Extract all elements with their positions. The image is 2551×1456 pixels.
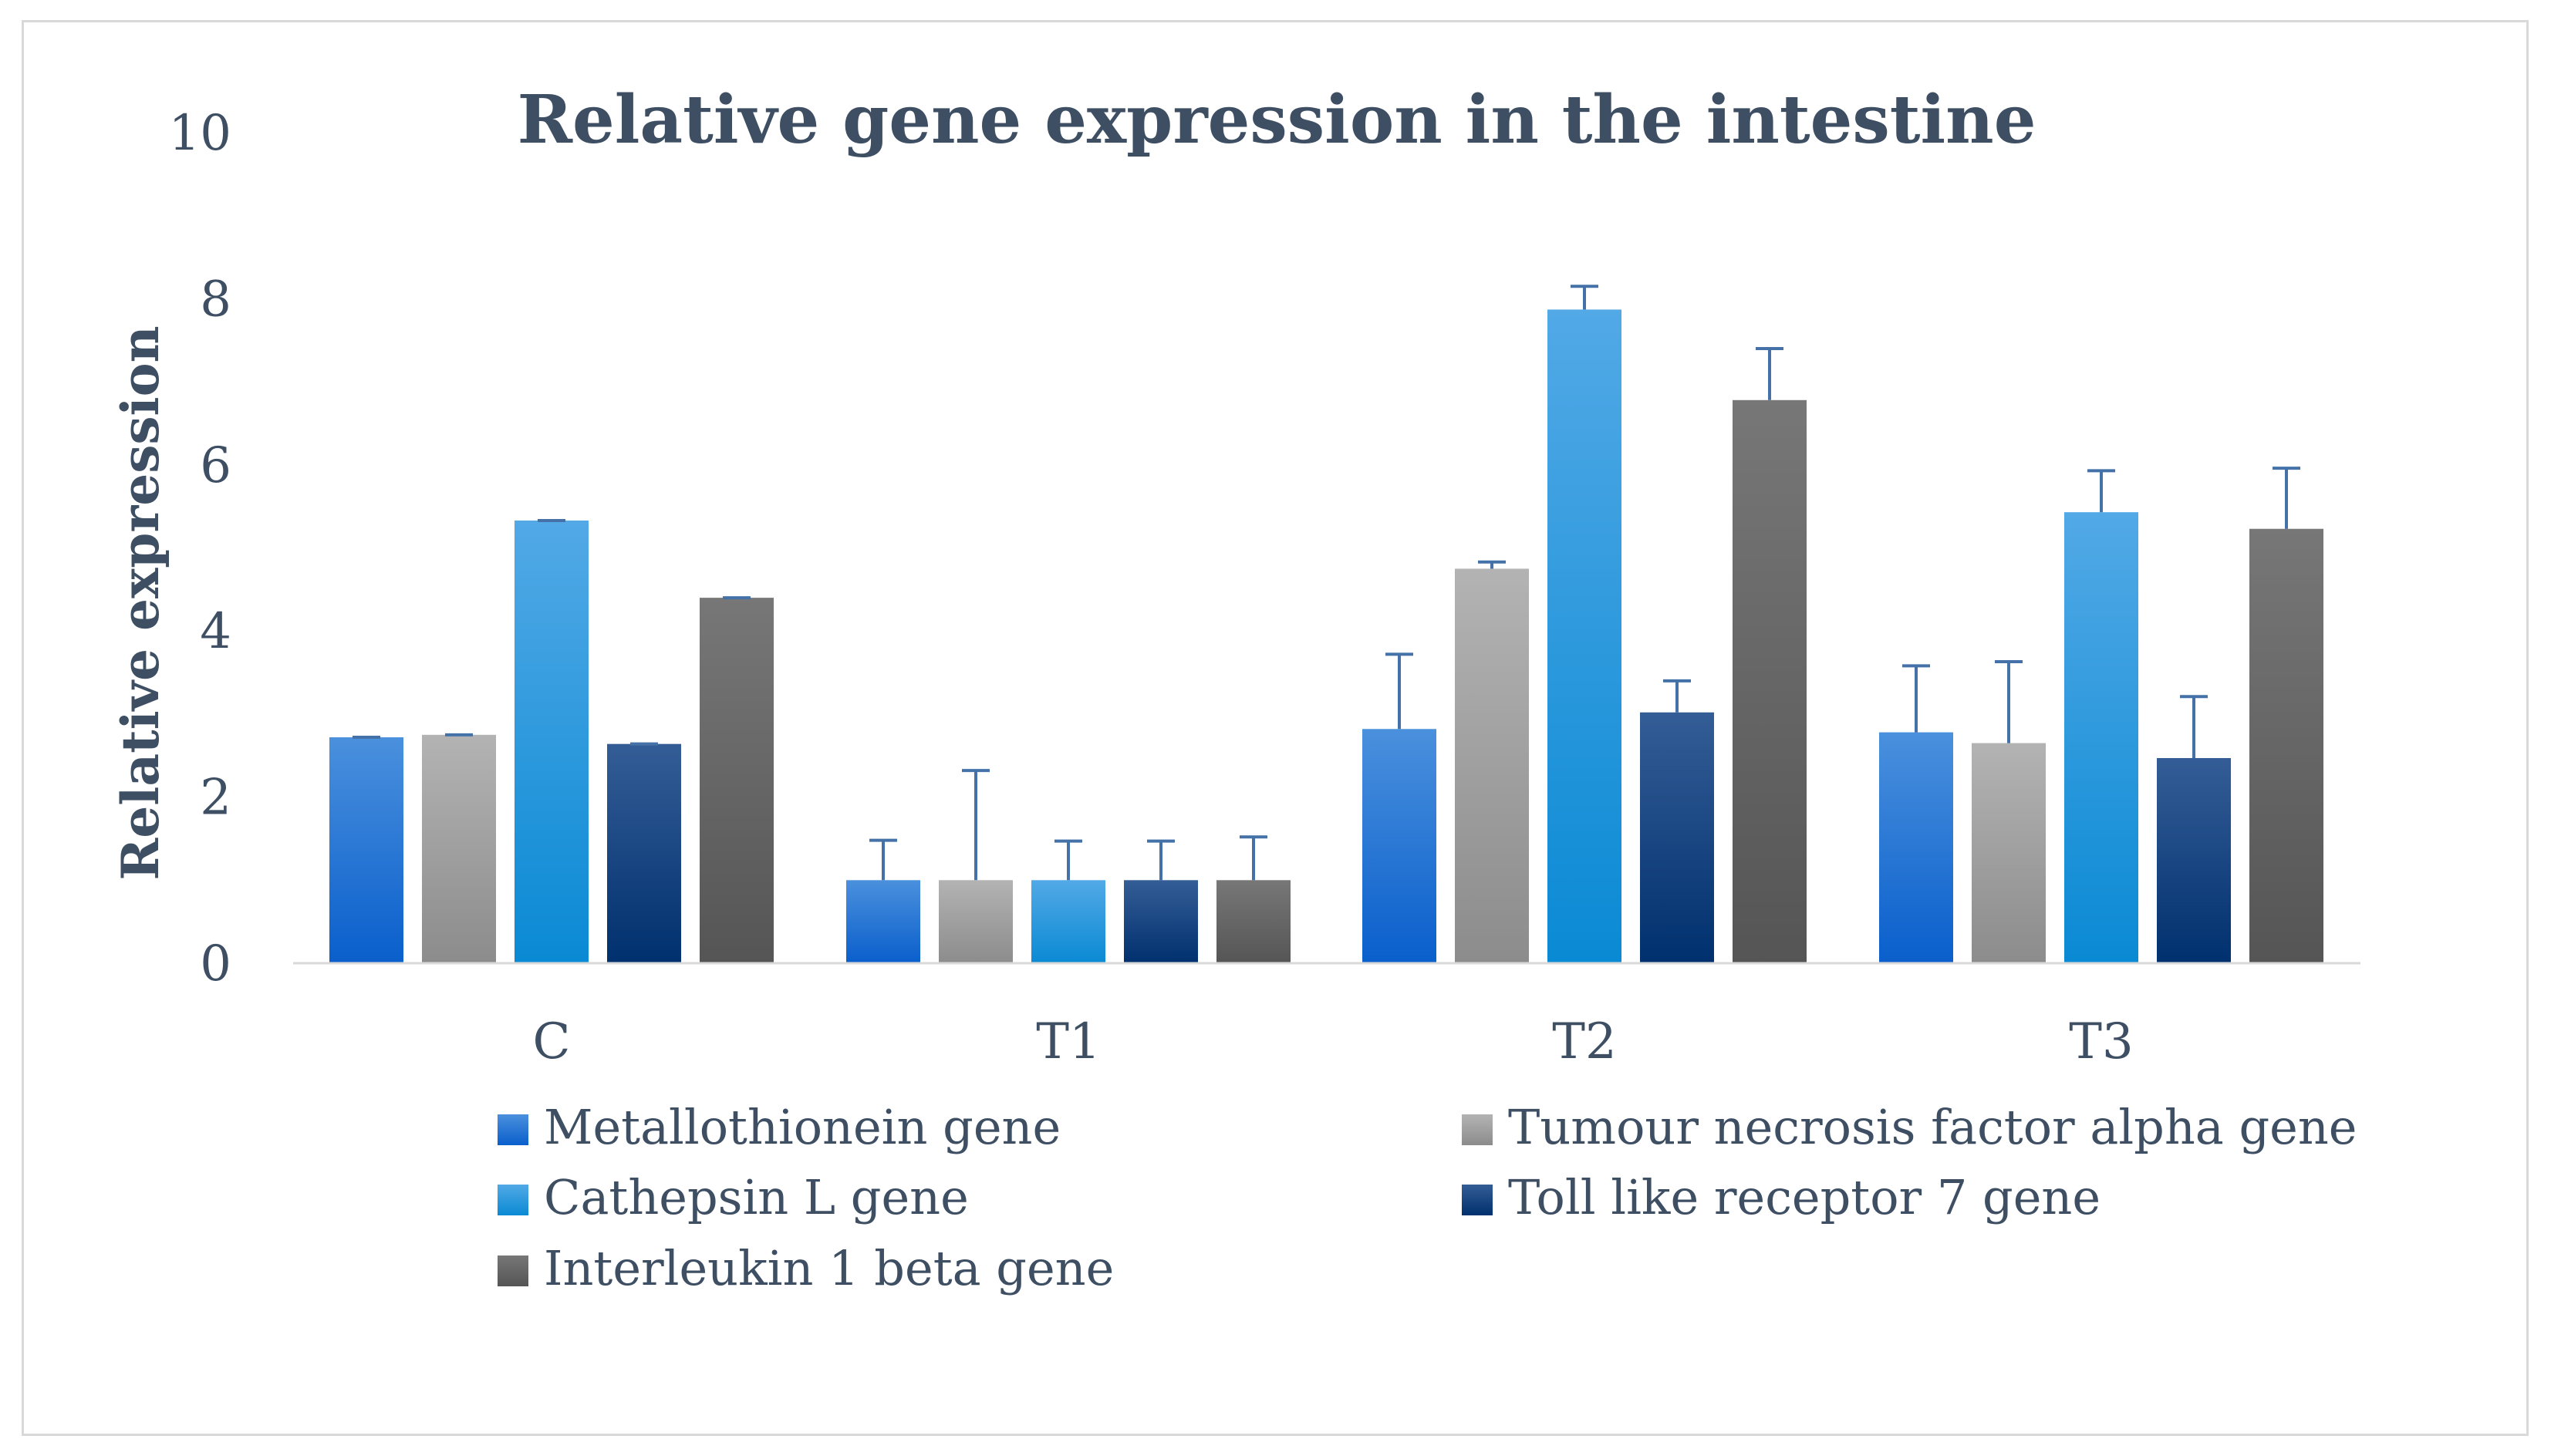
chart-title: Relative gene expression in the intestin… [518, 81, 2036, 159]
bar [1455, 568, 1529, 963]
bar [2064, 512, 2138, 963]
x-axis: C T1 T2 T3 [533, 1013, 2134, 1070]
legend-label: Toll like receptor 7 gene [1508, 1169, 2101, 1225]
legend-label: Interleukin 1 beta gene [544, 1240, 1114, 1296]
bar [700, 598, 774, 963]
x-tick-label: C [533, 1013, 571, 1070]
bar [2157, 757, 2231, 963]
legend-swatch [1462, 1185, 1493, 1215]
bar [1547, 309, 1621, 963]
bars-group [329, 309, 2323, 963]
legend-swatch [1462, 1114, 1493, 1145]
y-axis-label: Relative expression [110, 325, 170, 880]
bar [1362, 729, 1436, 963]
bar [2249, 528, 2323, 963]
y-tick-label: 4 [200, 603, 231, 660]
bar [1031, 880, 1105, 963]
legend-swatch [498, 1114, 528, 1145]
y-tick-label: 6 [200, 437, 231, 494]
bar [422, 734, 496, 963]
bar [1640, 712, 1714, 963]
legend: Metallothionein gene Tumour necrosis fact… [498, 1099, 2357, 1296]
legend-label: Cathepsin L gene [544, 1169, 969, 1225]
bar [329, 737, 403, 963]
legend-swatch [498, 1185, 528, 1215]
legend-label: Metallothionein gene [544, 1099, 1061, 1155]
x-tick-label: T3 [2069, 1013, 2133, 1070]
bar [846, 880, 920, 963]
bar [1124, 880, 1198, 963]
bar [515, 520, 589, 963]
x-tick-label: T2 [1552, 1013, 1616, 1070]
bar [607, 743, 681, 963]
y-tick-label: 0 [200, 935, 231, 993]
bar [1733, 399, 1807, 963]
bar [939, 880, 1013, 963]
y-tick-label: 2 [200, 770, 231, 827]
y-tick-label: 10 [169, 105, 231, 162]
legend-label: Tumour necrosis factor alpha gene [1508, 1099, 2357, 1155]
legend-swatch [498, 1255, 528, 1286]
bar [1879, 732, 1953, 963]
error-bars-group [353, 285, 2300, 881]
bar [1972, 743, 2046, 963]
y-tick-label: 8 [200, 271, 231, 328]
x-tick-label: T1 [1036, 1013, 1100, 1070]
y-axis: 0 2 4 6 8 10 [169, 105, 231, 993]
bar [1216, 880, 1291, 963]
